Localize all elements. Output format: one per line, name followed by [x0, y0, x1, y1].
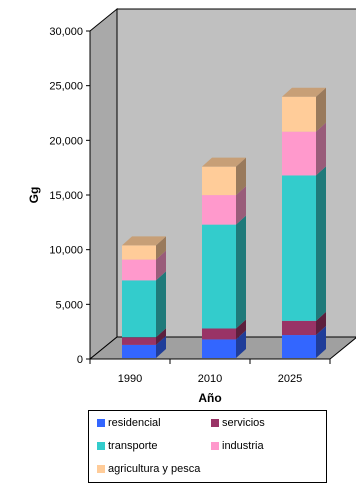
bar-side-industria-1990 [156, 250, 166, 281]
bar-top-2025 [282, 87, 326, 97]
legend-item: agricultura y pesca [97, 463, 200, 475]
legend-swatch [97, 465, 105, 473]
bar-residencial-2025 [282, 335, 316, 358]
legend-label: industria [222, 440, 264, 452]
x-tick-label: 1990 [118, 373, 142, 385]
bar-top-2010 [202, 157, 246, 167]
bar-agricultura-y-pesca-2025 [282, 96, 316, 132]
bar-side-servicios-2025 [316, 311, 326, 336]
bar-industria-1990 [122, 259, 156, 281]
bar-side-industria-2025 [316, 122, 326, 176]
bar-side-transporte-2025 [316, 166, 326, 321]
y-axis-title: Gg [27, 187, 41, 204]
bar-side-servicios-2010 [236, 319, 246, 340]
chart-plot: 0 5,000 10,000 15,000 20,000 25,000 30,000 1990… [27, 7, 356, 405]
bar-side-residencial-1990 [156, 335, 166, 358]
y-tick-label: 20,000 [49, 135, 83, 147]
legend-item: industria [211, 440, 264, 452]
y-tick-label: 5,000 [55, 299, 83, 311]
legend-swatch [97, 419, 105, 427]
bar-top-1990 [122, 236, 166, 246]
legend: residencial servicios transporte industria a… [88, 410, 327, 483]
y-tick-label: 30,000 [49, 26, 83, 38]
y-tick-label: 0 [77, 354, 83, 366]
y-tick-label: 15,000 [49, 190, 83, 202]
bar-agricultura-y-pesca-1990 [122, 245, 156, 260]
x-tick-label: 2025 [278, 373, 302, 385]
bar-residencial-1990 [122, 344, 156, 358]
bar-side-transporte-1990 [156, 271, 166, 338]
y-tick-label: 25,000 [49, 81, 83, 93]
bar-side-residencial-2025 [316, 326, 326, 358]
legend-item: servicios [211, 417, 265, 429]
x-tick-label: 2010 [198, 373, 222, 385]
bar-industria-2025 [282, 131, 316, 176]
bar-side-agricultura-y-pesca-1990 [156, 236, 166, 260]
legend-label: transporte [108, 440, 158, 452]
bar-servicios-1990 [122, 337, 156, 345]
bar-transporte-1990 [122, 280, 156, 338]
bar-transporte-2010 [202, 224, 236, 329]
bar-transporte-2025 [282, 175, 316, 321]
bar-side-agricultura-y-pesca-2010 [236, 157, 246, 196]
bar-residencial-2010 [202, 339, 236, 358]
y-tick-label: 10,000 [49, 245, 83, 257]
bar-side-residencial-2010 [236, 330, 246, 358]
legend-label: residencial [108, 417, 161, 429]
bar-side-servicios-1990 [156, 328, 166, 345]
bar-side-agricultura-y-pesca-2025 [316, 87, 326, 132]
side-wall [89, 7, 118, 361]
legend-item: transporte [97, 440, 158, 452]
legend-label: servicios [222, 417, 265, 429]
bar-servicios-2025 [282, 320, 316, 336]
legend-label: agricultura y pesca [108, 463, 201, 475]
bar-agricultura-y-pesca-2010 [202, 166, 236, 196]
legend-swatch [211, 442, 219, 450]
x-axis-title: Año [198, 391, 221, 405]
bar-industria-2010 [202, 195, 236, 225]
legend-swatch [97, 442, 105, 450]
legend-item: residencial [97, 417, 161, 429]
bar-servicios-2010 [202, 328, 236, 340]
legend-swatch [211, 419, 219, 427]
bar-side-industria-2010 [236, 186, 246, 225]
bar-side-transporte-2010 [236, 215, 246, 329]
